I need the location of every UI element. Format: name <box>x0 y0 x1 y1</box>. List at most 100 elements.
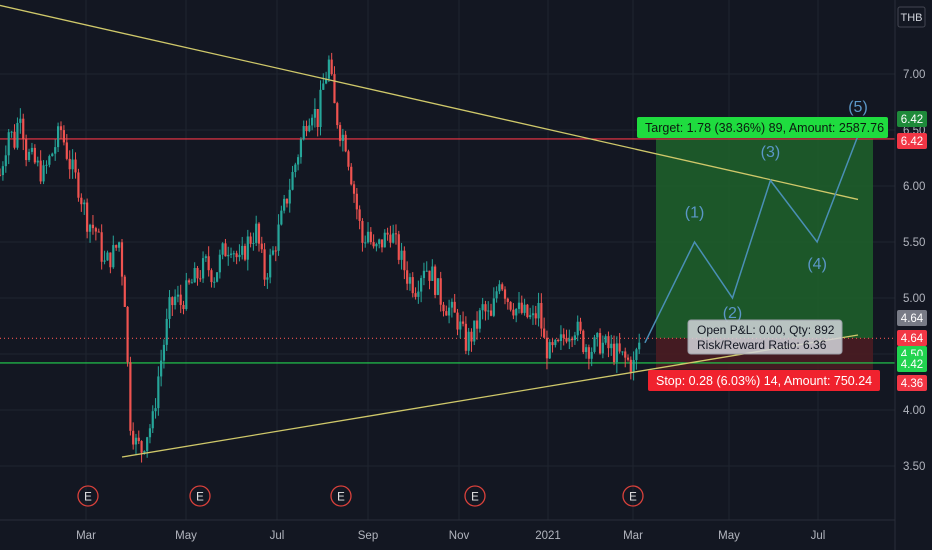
candle-body <box>406 270 409 284</box>
candle-body <box>241 245 244 255</box>
candle-body <box>481 304 484 311</box>
candle-body <box>537 302 540 319</box>
candle-body <box>453 301 456 313</box>
price-axis[interactable] <box>895 0 932 550</box>
candle-body <box>503 289 507 299</box>
candle-body <box>249 236 252 244</box>
candle-body <box>143 451 146 453</box>
candle-body <box>316 108 319 128</box>
candle-body <box>126 306 129 363</box>
elliott-wave-path[interactable] <box>644 135 859 344</box>
candle-body <box>596 333 599 338</box>
target-label[interactable]: Target: 1.78 (38.36%) 89, Amount: 2587.7… <box>637 117 888 138</box>
candle-body <box>297 157 300 165</box>
candle-body <box>165 318 168 345</box>
candle-body <box>364 242 367 244</box>
time-tick: May <box>718 530 740 542</box>
currency-label: THB <box>901 12 923 24</box>
candle-body <box>571 338 574 341</box>
candle-body <box>221 243 224 255</box>
candle-body <box>146 437 149 452</box>
candle-body <box>291 171 294 190</box>
price-tag-last-price: 4.64 <box>901 313 924 325</box>
earnings-marker-text: E <box>196 492 204 504</box>
stop-label-text: Stop: 0.28 (6.03%) 14, Amount: 750.24 <box>656 374 872 388</box>
target-zone <box>656 138 873 339</box>
candle-body <box>117 242 121 248</box>
upper-trendline[interactable] <box>0 4 859 201</box>
currency-badge[interactable]: THB <box>897 6 926 28</box>
candle-body <box>263 249 266 280</box>
candle-body <box>632 360 635 373</box>
candle-body <box>120 242 124 277</box>
candle-body <box>492 298 495 316</box>
time-axis-labels[interactable]: Mar May Jul Sep Nov 2021 Mar May Jul <box>76 530 825 542</box>
candle-body <box>260 243 263 250</box>
candle-body <box>71 159 74 170</box>
candle-body <box>132 430 135 445</box>
candle-body <box>400 250 403 260</box>
candle-body <box>548 342 551 359</box>
candle-body <box>394 233 398 235</box>
candle-body <box>1 166 5 176</box>
candle-body <box>621 351 624 353</box>
price-tag-entry: 4.64 <box>901 333 924 345</box>
candle-body <box>19 118 22 123</box>
candle-body <box>280 210 283 225</box>
candle-body <box>604 336 607 343</box>
candle-body <box>392 233 395 243</box>
candle-body <box>283 198 286 211</box>
info-rr: Risk/Reward Ratio: 6.36 <box>697 338 827 352</box>
candle-body <box>330 59 333 75</box>
price-tick: 4.00 <box>903 405 925 417</box>
candle-body <box>39 160 42 182</box>
candle-body <box>193 268 196 283</box>
candle-body <box>157 376 160 409</box>
candle-body <box>77 172 80 198</box>
candle-body <box>417 291 420 297</box>
candle-body <box>624 351 627 358</box>
target-label-text: Target: 1.78 (38.36%) 89, Amount: 2587.7… <box>645 121 884 135</box>
stop-label[interactable]: Stop: 0.28 (6.03%) 14, Amount: 750.24 <box>648 370 880 391</box>
candle-body <box>464 323 467 351</box>
candle-body <box>238 254 241 258</box>
price-tag-bg <box>897 133 927 149</box>
wave-labels: (1) (2) (3) (4) (5) <box>685 99 868 322</box>
candle-body <box>190 282 193 284</box>
candle-body <box>103 260 106 262</box>
candle-body <box>475 320 479 329</box>
candle-body <box>100 232 103 262</box>
position-info-box[interactable]: Open P&L: 0.00, Qty: 892 Risk/Reward Rat… <box>687 319 843 355</box>
candle-body <box>182 304 185 310</box>
time-tick: Mar <box>623 530 643 542</box>
lower-trendline[interactable] <box>121 334 859 458</box>
candle-body <box>115 245 118 248</box>
candle-body <box>80 197 83 205</box>
candle-body <box>106 252 109 261</box>
candle-body <box>461 321 465 324</box>
candle-body <box>4 155 7 167</box>
candle-body <box>112 245 115 268</box>
candle-body <box>25 139 28 161</box>
candle-body <box>274 250 277 252</box>
candle-body <box>54 147 57 154</box>
candle-body <box>352 184 356 194</box>
candle-body <box>358 209 361 221</box>
candle-body <box>257 223 261 244</box>
candle-body <box>389 234 392 243</box>
candle-body <box>16 122 19 148</box>
candle-body <box>336 103 339 126</box>
candle-body <box>612 343 616 363</box>
candle-body <box>218 254 221 273</box>
candle-body <box>171 297 174 306</box>
candle-body <box>83 202 86 205</box>
earnings-marker-text: E <box>337 492 345 504</box>
earnings-marker-text: E <box>84 492 92 504</box>
time-tick: Jul <box>811 530 826 542</box>
candle-body <box>229 253 233 255</box>
candle-body <box>445 311 448 316</box>
candle-body <box>285 198 289 204</box>
candle-body <box>414 293 417 297</box>
candle-body <box>299 139 303 158</box>
